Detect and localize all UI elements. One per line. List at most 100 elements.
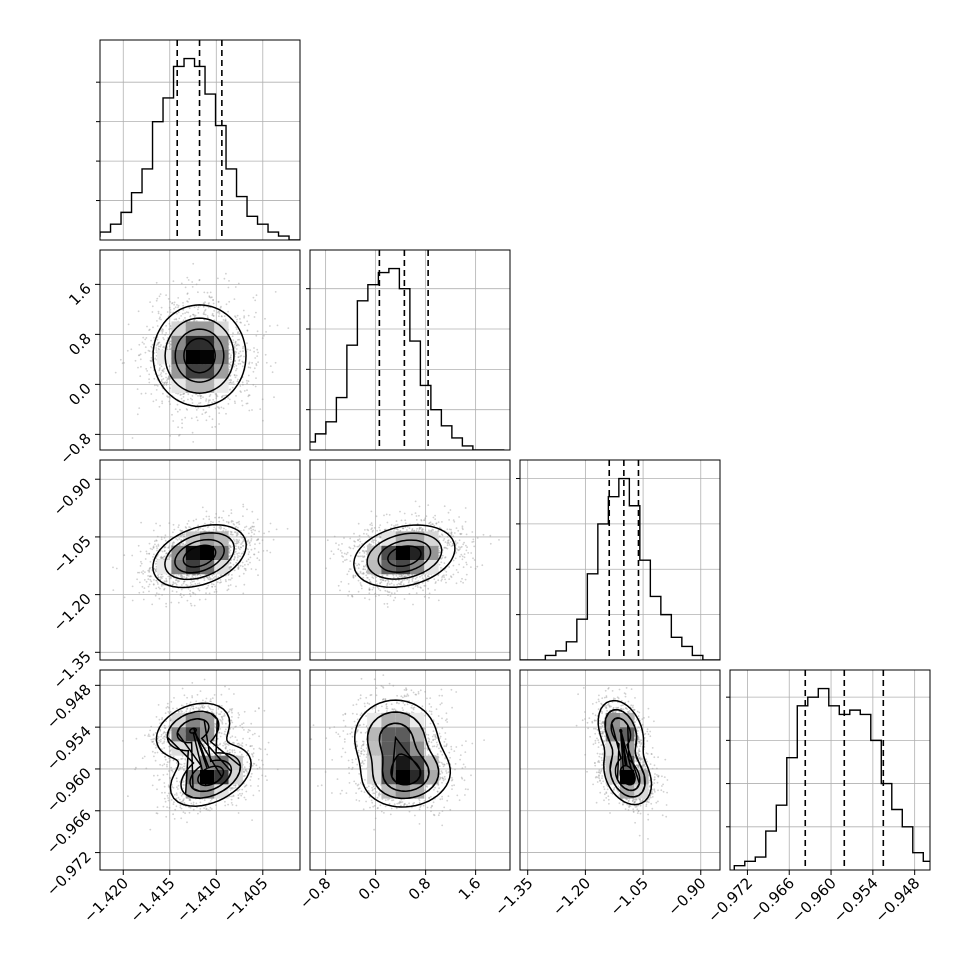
scatter-panel [309,459,511,661]
scatter-point [154,357,157,360]
scatter-point [221,315,223,318]
scatter-point [163,382,166,384]
scatter-point [229,562,232,565]
scatter-point [447,541,449,543]
scatter-point [401,574,403,577]
scatter-point [415,515,418,517]
scatter-point [391,579,394,582]
scatter-point [148,590,150,593]
scatter-point [225,412,227,415]
scatter-point [237,567,240,570]
scatter-point [250,527,252,530]
scatter-point [414,581,417,583]
scatter-point [187,520,190,522]
scatter-point [232,538,235,541]
scatter-point [229,356,232,359]
scatter-point [242,539,245,541]
scatter-point [204,308,207,311]
scatter-point [400,583,402,586]
scatter-point [402,583,405,586]
scatter-point [354,540,356,543]
scatter-point [152,545,155,548]
scatter-point [168,545,171,548]
scatter-point [269,522,272,525]
scatter-point [182,309,185,311]
scatter-point [177,304,180,307]
scatter-point [156,297,159,300]
scatter-point [160,329,163,332]
scatter-point [228,389,231,391]
scatter-point [155,560,158,563]
scatter-point [168,322,171,325]
scatter-point [421,528,424,530]
scatter-point [197,406,200,409]
scatter-point [193,574,195,576]
scatter-point [230,379,233,382]
scatter-point [150,393,153,395]
scatter-point [251,510,254,513]
scatter-point [181,574,183,577]
scatter-point [429,521,432,524]
scatter-point [221,395,224,397]
scatter-point [179,593,182,595]
scatter-point [206,526,209,529]
scatter-point [160,556,163,559]
scatter-point [235,532,238,535]
scatter-point [173,542,175,544]
scatter-point [370,510,373,513]
scatter-point [139,358,142,361]
scatter-point [155,539,158,542]
scatter-point [168,400,171,403]
scatter-point [392,576,395,579]
scatter-point [372,529,374,532]
scatter-point [245,379,248,382]
scatter-point [368,543,371,545]
scatter-point [166,379,168,382]
contour-line [174,538,225,574]
scatter-point [472,540,475,543]
scatter-point [448,578,451,580]
scatter-point [229,381,232,384]
scatter-point [207,401,210,403]
scatter-point [403,575,406,578]
contour-line [182,544,217,568]
scatter-point [434,514,436,517]
scatter-point [204,309,206,312]
scatter-point [154,540,156,543]
scatter-point [451,544,454,547]
scatter-point [155,568,158,570]
contour-line [387,545,422,568]
scatter-point [229,378,232,381]
scatter-point [185,576,188,579]
scatter-point [162,370,165,373]
scatter-point [174,306,177,309]
scatter-point [257,538,259,541]
scatter-point [151,346,154,349]
scatter-point [352,575,355,577]
scatter-point [164,580,167,583]
scatter-point [161,369,164,372]
scatter-point [131,437,134,439]
scatter-point [418,528,421,531]
scatter-point [239,355,242,358]
scatter-point [246,382,249,385]
scatter-point [227,403,230,405]
scatter-point [163,346,166,349]
scatter-point [228,363,231,366]
scatter-point [169,343,172,346]
scatter-point [146,325,148,328]
scatter-point [438,563,441,566]
scatter-point [364,568,367,571]
scatter-point [444,578,446,581]
scatter-point [441,575,444,577]
scatter-point [131,585,134,588]
scatter-point [174,582,177,585]
scatter-point [426,575,429,577]
scatter-point [166,348,168,351]
scatter-point [199,402,202,404]
scatter-point [234,342,237,345]
scatter-point [458,516,460,518]
scatter-point [207,303,210,305]
scatter-point [168,365,171,367]
scatter-point [159,316,161,319]
